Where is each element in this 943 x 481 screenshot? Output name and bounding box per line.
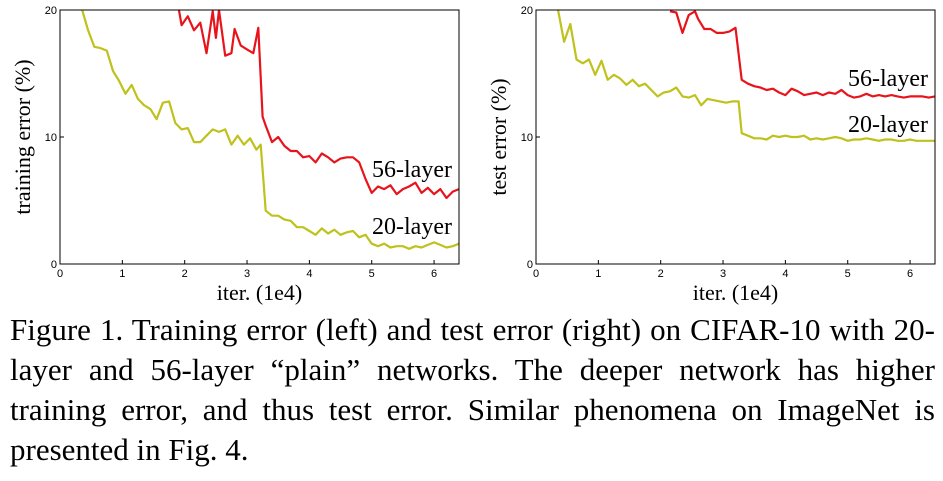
series-line-20-layer <box>81 10 459 250</box>
x-tick-label: 2 <box>658 268 664 280</box>
y-tick-label: 0 <box>527 259 533 271</box>
series-line-56-layer <box>177 10 459 200</box>
y-tick-label: 10 <box>45 132 57 144</box>
x-tick-label: 1 <box>119 268 125 280</box>
y-tick-label: 20 <box>521 5 533 17</box>
y-axis-label: test error (%) <box>486 78 511 195</box>
x-tick-label: 4 <box>306 268 312 280</box>
series-line-56-layer <box>669 10 935 99</box>
series-annotation-56-layer: 56-layer <box>848 66 928 92</box>
training-error-chart: 0 1 2 3 4 5 6 0 10 20 iter. (1e4) training error (%… <box>10 5 460 305</box>
x-tick-label: 4 <box>782 268 788 280</box>
x-tick-label: 6 <box>907 268 913 280</box>
x-tick-label: 5 <box>845 268 851 280</box>
figure-caption: Figure 1. Training error (left) and test… <box>10 312 935 467</box>
x-tick-label: 1 <box>595 268 601 280</box>
x-tick-label: 5 <box>369 268 375 280</box>
y-tick-label: 0 <box>51 259 57 271</box>
series-annotation-56-layer: 56-layer <box>372 157 452 183</box>
x-tick-label: 2 <box>182 268 188 280</box>
series-annotation-20-layer: 20-layer <box>848 112 928 138</box>
series-annotation-20-layer: 20-layer <box>372 214 452 240</box>
y-tick-label: 10 <box>521 132 533 144</box>
y-tick-label: 20 <box>45 5 57 17</box>
x-tick-label: 6 <box>431 268 437 280</box>
x-tick-label: 0 <box>533 268 539 280</box>
x-tick-label: 3 <box>244 268 250 280</box>
series-line-20-layer <box>556 10 935 142</box>
x-tick-label: 0 <box>57 268 63 280</box>
test-error-chart: 0 1 2 3 4 5 6 0 10 20 iter. (1e4) test error (%) 56-… <box>486 5 936 305</box>
x-tick-label: 3 <box>720 268 726 280</box>
y-axis-label: training error (%) <box>10 59 35 214</box>
x-axis-label: iter. (1e4) <box>693 280 779 305</box>
x-axis-label: iter. (1e4) <box>217 280 303 305</box>
